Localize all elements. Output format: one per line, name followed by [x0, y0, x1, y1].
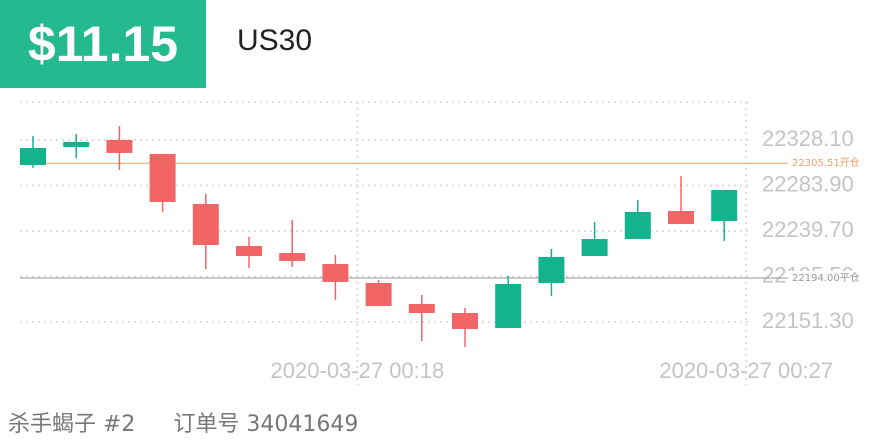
candle-body	[192, 204, 219, 245]
candle-body	[365, 282, 392, 307]
y-tick-label: 22328.10	[762, 126, 854, 151]
candle-body	[452, 313, 478, 329]
reference-label: 22194.00平仓	[792, 271, 860, 284]
y-tick-label: 22151.30	[762, 308, 854, 333]
candle-body	[624, 211, 651, 240]
footer: 杀手蝎子 #2 订单号 34041649	[8, 406, 396, 438]
chart: 22328.1022283.9022239.7022195.5022151.30…	[20, 101, 870, 385]
candle-body	[581, 239, 608, 256]
candle-body	[711, 190, 738, 221]
candle-body	[236, 246, 262, 256]
candle-body	[279, 253, 306, 261]
candle-body	[322, 264, 349, 282]
bot-name: 杀手蝎子 #2	[8, 412, 136, 437]
candle-body	[668, 211, 694, 224]
reference-label-bg	[788, 271, 870, 286]
x-tick-label: 2020-03-27 00:27	[659, 358, 833, 383]
candle-body	[149, 153, 176, 202]
profit-badge: $11.15	[0, 0, 206, 88]
candle-body	[20, 148, 46, 165]
x-tick-label: 2020-03-27 00:18	[271, 358, 445, 383]
symbol: US30	[237, 24, 313, 57]
reference-label-bg	[788, 156, 870, 171]
candle-body	[538, 256, 565, 283]
candle-body	[495, 284, 522, 328]
reference-label: 22305.51开仓	[792, 156, 860, 169]
candle-body	[408, 303, 435, 314]
order-number: 订单号 34041649	[173, 412, 359, 437]
candle-body	[63, 141, 90, 147]
candle-body	[106, 139, 133, 153]
y-tick-label: 22239.70	[762, 217, 854, 242]
y-tick-label: 22283.90	[762, 171, 854, 196]
